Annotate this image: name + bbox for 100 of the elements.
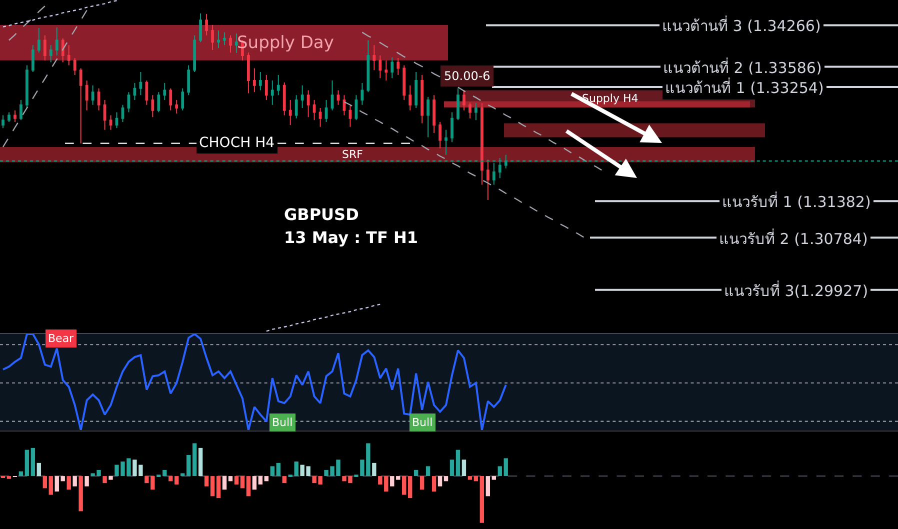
candlestick: [109, 114, 112, 130]
bar: [234, 476, 239, 484]
bar: [6, 476, 12, 479]
candlestick: [360, 82, 364, 106]
candlestick: [91, 84, 94, 106]
candlestick: [43, 34, 46, 61]
candlestick: [157, 92, 160, 113]
candlestick: [97, 88, 100, 111]
candlestick: [288, 100, 292, 126]
candlestick: [306, 90, 310, 118]
bar: [192, 443, 197, 476]
candlestick: [258, 71, 262, 91]
bar: [198, 448, 203, 476]
candlestick: [73, 57, 76, 76]
candlestick: [133, 82, 136, 101]
bar: [444, 476, 448, 482]
annotation: Bear: [48, 332, 74, 345]
candlestick: [408, 84, 412, 111]
bar: [18, 471, 24, 476]
candlestick: [402, 64, 406, 101]
bar: [222, 476, 227, 490]
candlestick: [229, 34, 232, 53]
candlestick: [181, 88, 184, 111]
bar: [276, 462, 280, 476]
bar: [48, 476, 53, 495]
candlestick: [217, 30, 220, 49]
candlestick: [205, 14, 208, 36]
candlestick: [432, 94, 436, 134]
candlestick: [396, 57, 400, 76]
candlestick: [67, 44, 70, 66]
bar: [60, 476, 65, 482]
candlestick: [330, 80, 334, 111]
bar: [438, 476, 442, 486]
candlestick: [151, 94, 154, 118]
candlestick: [336, 90, 340, 106]
bar: [84, 476, 89, 486]
candlestick: [211, 24, 214, 51]
candlestick: [420, 74, 424, 124]
candlestick: [252, 68, 256, 93]
candlestick: [31, 44, 34, 72]
bar: [24, 450, 30, 476]
ref-line-label: แนวต้านที่ 3 (1.34266): [662, 15, 821, 35]
ref-line-label: แนวต้านที่ 1 (1.33254): [665, 77, 824, 97]
candlestick: [348, 104, 352, 128]
bar: [504, 458, 508, 476]
bar: [204, 476, 209, 486]
candlestick: [264, 74, 268, 101]
candlestick: [474, 102, 478, 121]
bar: [486, 476, 490, 496]
bar: [168, 476, 173, 482]
bar: [456, 450, 460, 476]
bar: [264, 476, 268, 482]
candlestick: [486, 159, 490, 201]
bar: [180, 473, 185, 476]
bar: [210, 476, 215, 496]
candlestick: [26, 64, 28, 108]
ref-line-label: แนวรับที่ 3(1.29927): [724, 280, 868, 300]
candlestick: [235, 33, 238, 54]
text: 13 May : TF H1: [284, 228, 418, 247]
candlestick: [187, 64, 190, 96]
bar: [108, 476, 113, 480]
candlestick: [378, 55, 382, 79]
candlestick: [127, 92, 130, 113]
candlestick: [444, 129, 448, 156]
candlestick: [324, 100, 328, 122]
candlestick: [8, 112, 10, 122]
band-label: SRF: [342, 148, 363, 161]
candlestick: [390, 56, 394, 79]
candlestick: [366, 40, 370, 93]
candlestick: [61, 38, 64, 63]
bar: [66, 476, 71, 490]
bar: [30, 448, 36, 476]
bar: [36, 462, 42, 476]
bar: [390, 476, 394, 486]
candlestick: [20, 100, 22, 121]
bar: [408, 476, 412, 498]
candlestick: [163, 82, 166, 101]
candlestick: [115, 112, 118, 129]
bar: [102, 476, 107, 484]
bar: [240, 476, 245, 488]
candlestick: [175, 100, 178, 114]
ref-line-label: CHOCH H4: [199, 135, 275, 151]
text: GBPUSD: [284, 205, 359, 224]
bar: [432, 476, 436, 492]
ref-line-label: แนวรับที่ 1 (1.31382): [722, 191, 871, 211]
bar: [72, 476, 77, 486]
candlestick: [300, 84, 304, 108]
bar: [174, 476, 179, 484]
candlestick: [247, 52, 250, 94]
candlestick: [223, 32, 226, 46]
bar: [54, 476, 59, 492]
annotation: Bull: [272, 416, 293, 429]
candlestick: [270, 80, 274, 106]
bar: [468, 476, 472, 480]
candlestick: [480, 102, 484, 186]
band-label: Supply Day: [237, 33, 334, 53]
annotation: Bull: [412, 416, 433, 429]
bar: [474, 476, 478, 482]
bar: [282, 476, 286, 484]
candlestick: [199, 12, 202, 43]
